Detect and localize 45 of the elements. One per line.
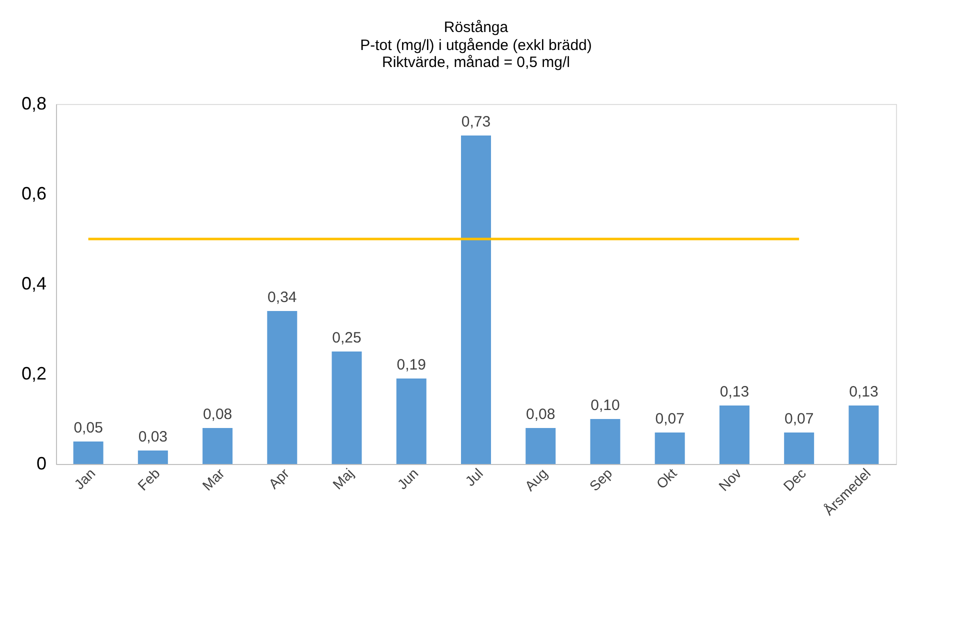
x-tick-label: Apr <box>265 464 292 492</box>
data-label: 0,10 <box>590 397 620 414</box>
data-label: 0,73 <box>461 114 491 130</box>
data-label: 0,05 <box>74 420 103 436</box>
data-label: 0,13 <box>720 384 750 400</box>
data-label: 0,03 <box>138 428 168 446</box>
data-label: 0,07 <box>784 410 814 428</box>
bar <box>848 406 879 464</box>
bar <box>267 311 298 464</box>
bar <box>73 442 104 464</box>
x-tick-label: Mar <box>199 464 228 494</box>
x-tick-label: Jul <box>462 465 486 490</box>
y-tick-label: 0 <box>36 454 46 474</box>
data-label: 0,19 <box>396 356 426 374</box>
bar <box>526 428 556 464</box>
y-tick-label: 0,4 <box>21 274 46 294</box>
y-tick-label: 0,6 <box>21 184 46 204</box>
bar <box>654 432 685 464</box>
data-label: 0,13 <box>849 384 878 400</box>
x-tick-label: Jun <box>394 465 422 492</box>
x-tick-label: Jan <box>70 465 98 492</box>
bar <box>590 419 620 464</box>
x-tick-label: Sep <box>586 464 616 494</box>
bar <box>784 432 814 464</box>
x-tick-label: Okt <box>653 465 680 492</box>
x-tick-label: Maj <box>329 465 357 492</box>
bar <box>461 136 491 464</box>
chart-subtitle: P-tot (mg/l) i utgående (exkl brädd) Riktvärde, månad = 0,5 mg/l <box>360 37 592 71</box>
x-tick-label: Nov <box>715 465 744 494</box>
y-tick-label: 0,2 <box>21 364 46 384</box>
x-tick-label: Dec <box>780 465 809 494</box>
bar <box>202 428 233 464</box>
x-tick-label: Feb <box>134 464 163 494</box>
bar <box>719 406 750 464</box>
data-label: 0,34 <box>268 289 297 306</box>
bar <box>332 352 362 464</box>
bar <box>396 378 426 464</box>
data-label: 0,07 <box>655 410 684 428</box>
chart-title: Röstånga <box>444 19 509 36</box>
y-tick-label: 0,8 <box>21 94 46 114</box>
bar <box>138 450 168 464</box>
data-label: 0,08 <box>202 406 232 423</box>
data-label: 0,08 <box>526 406 556 423</box>
data-label: 0,25 <box>332 330 362 346</box>
x-tick-label: Aug <box>522 465 551 494</box>
